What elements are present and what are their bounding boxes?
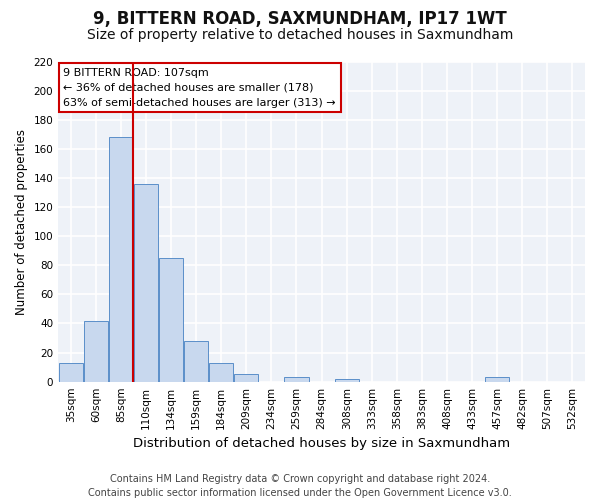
Text: Contains HM Land Registry data © Crown copyright and database right 2024.
Contai: Contains HM Land Registry data © Crown c… <box>88 474 512 498</box>
Bar <box>134 184 158 382</box>
Bar <box>485 378 509 382</box>
Text: 9 BITTERN ROAD: 107sqm
← 36% of detached houses are smaller (178)
63% of semi-de: 9 BITTERN ROAD: 107sqm ← 36% of detached… <box>64 68 336 108</box>
Bar <box>184 341 208 382</box>
Bar <box>59 363 83 382</box>
Y-axis label: Number of detached properties: Number of detached properties <box>15 128 28 314</box>
Bar <box>209 363 233 382</box>
Bar <box>335 379 359 382</box>
Bar <box>159 258 183 382</box>
X-axis label: Distribution of detached houses by size in Saxmundham: Distribution of detached houses by size … <box>133 437 510 450</box>
Bar <box>83 320 108 382</box>
Text: 9, BITTERN ROAD, SAXMUNDHAM, IP17 1WT: 9, BITTERN ROAD, SAXMUNDHAM, IP17 1WT <box>93 10 507 28</box>
Bar <box>234 374 259 382</box>
Text: Size of property relative to detached houses in Saxmundham: Size of property relative to detached ho… <box>87 28 513 42</box>
Bar <box>284 378 308 382</box>
Bar <box>109 137 133 382</box>
